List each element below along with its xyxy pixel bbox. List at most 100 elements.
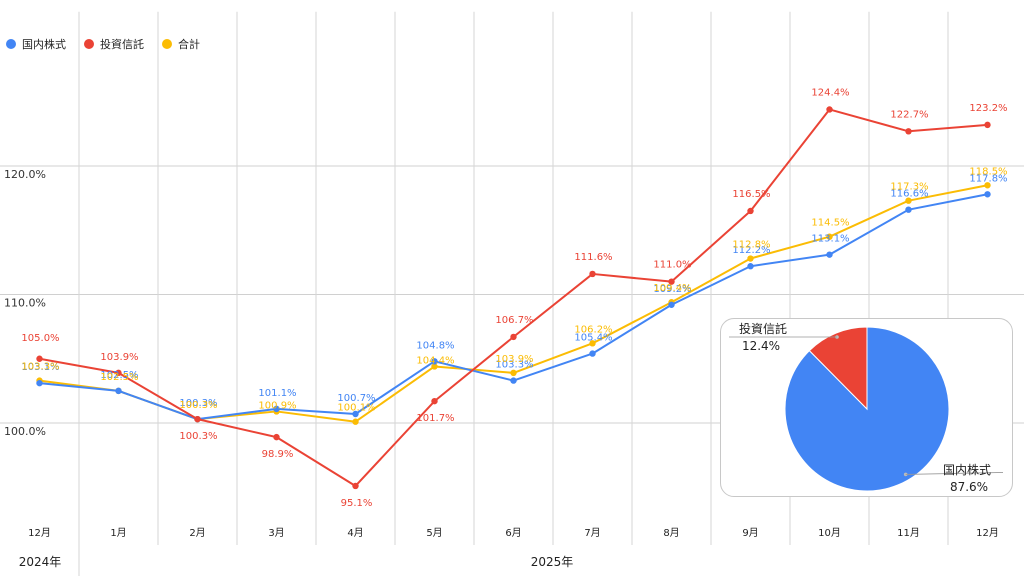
x-tick-label: 1月 — [110, 527, 126, 539]
data-point — [115, 369, 122, 377]
data-point — [826, 251, 833, 258]
data-label: 100.3% — [179, 431, 217, 442]
data-point — [431, 358, 438, 365]
y-tick-label: 100.0% — [4, 425, 46, 438]
data-label: 112.2% — [732, 245, 770, 256]
y-tick-label: 110.0% — [4, 297, 46, 310]
data-point — [589, 350, 596, 357]
pie-leader-line — [905, 472, 1004, 475]
data-label: 101.7% — [416, 413, 454, 424]
data-label: 116.5% — [732, 189, 770, 200]
data-point — [984, 182, 991, 189]
pie-label-name-domestic-stocks: 国内株式 — [943, 462, 991, 477]
x-tick-label: 3月 — [268, 527, 284, 539]
pie-label-value-domestic-stocks: 87.6% — [950, 480, 988, 494]
data-point — [984, 121, 991, 129]
data-point — [984, 191, 991, 198]
data-point — [510, 369, 517, 377]
data-label: 116.6% — [890, 189, 928, 200]
legend-label-mutual-funds: 投資信託 — [100, 38, 144, 51]
data-point — [431, 397, 438, 405]
data-point — [668, 301, 675, 308]
data-point — [905, 197, 912, 204]
x-tick-label: 9月 — [742, 527, 758, 539]
x-tick-label: 8月 — [663, 527, 679, 539]
data-point — [431, 363, 438, 370]
x-tick-label: 12月 — [28, 527, 51, 539]
data-label: 103.1% — [21, 362, 59, 373]
data-label: 112.8% — [732, 240, 770, 251]
x-tick-label: 2月 — [189, 527, 205, 539]
data-point — [826, 233, 833, 240]
data-label: 102.5% — [100, 370, 138, 381]
data-label: 103.3% — [495, 360, 533, 371]
data-label: 100.7% — [337, 393, 375, 404]
data-label: 104.4% — [416, 355, 454, 366]
data-point — [589, 270, 596, 278]
x-tick-label: 11月 — [897, 527, 920, 539]
data-point — [36, 355, 43, 362]
data-label: 113.1% — [811, 234, 849, 245]
data-point — [747, 255, 754, 262]
data-point — [747, 207, 754, 215]
data-label: 118.5% — [969, 166, 1007, 177]
data-label: 101.1% — [258, 388, 296, 399]
data-point — [668, 278, 675, 285]
data-label: 103.9% — [495, 354, 533, 365]
data-label: 105.4% — [574, 333, 612, 344]
data-point — [905, 128, 912, 135]
legend-label-domestic-stocks: 国内株式 — [22, 38, 66, 51]
data-label: 109.2% — [653, 284, 691, 295]
data-point — [352, 410, 359, 418]
data-label: 103.9% — [100, 352, 138, 363]
pie-chart-panel: 国内株式 87.6% 投資信託 12.4% — [720, 318, 1013, 497]
data-label: 117.8% — [969, 173, 1007, 184]
data-label: 104.8% — [416, 340, 454, 351]
legend-marker-total — [162, 39, 172, 49]
data-label: 102.5% — [100, 372, 138, 383]
data-point — [905, 206, 912, 213]
data-point — [510, 377, 517, 384]
data-point — [826, 106, 833, 113]
legend-item-mutual-funds: 投資信託 — [84, 36, 144, 52]
data-label: 95.1% — [341, 498, 373, 509]
legend-item-domestic-stocks: 国内株式 — [6, 36, 66, 52]
data-point — [589, 340, 596, 347]
data-label: 114.5% — [811, 218, 849, 229]
legend-label-total: 合計 — [178, 38, 200, 51]
data-label: 109.4% — [653, 283, 691, 294]
data-label: 100.9% — [258, 400, 296, 411]
pie-label-value-mutual-funds: 12.4% — [742, 339, 780, 353]
data-point — [352, 482, 359, 490]
data-point — [194, 415, 201, 423]
pie-slice-mutual-funds — [808, 326, 868, 411]
year-label: 2025年 — [531, 555, 574, 569]
data-label: 117.3% — [890, 182, 928, 193]
data-label: 100.3% — [179, 398, 217, 409]
legend-marker-domestic-stocks — [6, 39, 16, 49]
chart-legend: 国内株式 投資信託 合計 — [6, 36, 200, 52]
data-point — [36, 379, 43, 387]
data-label: 106.7% — [495, 315, 533, 326]
pie-chart-svg: 国内株式 87.6% 投資信託 12.4% — [729, 321, 1004, 494]
data-label: 100.1% — [337, 403, 375, 414]
data-point — [115, 387, 122, 395]
x-tick-label: 5月 — [426, 527, 442, 539]
pie-label-name-mutual-funds: 投資信託 — [739, 321, 787, 336]
data-point — [352, 418, 359, 425]
data-point — [510, 333, 517, 341]
pie-leader-dot — [903, 472, 908, 477]
data-label: 123.2% — [969, 103, 1007, 114]
data-point — [273, 433, 280, 441]
x-tick-label: 4月 — [347, 527, 363, 539]
year-label: 2024年 — [19, 555, 62, 569]
legend-marker-mutual-funds — [84, 39, 94, 49]
data-label: 105.0% — [21, 333, 59, 344]
data-label: 103.3% — [21, 362, 59, 373]
data-label: 100.3% — [179, 400, 217, 411]
data-label: 106.2% — [574, 324, 612, 335]
x-tick-label: 6月 — [505, 527, 521, 539]
data-point — [747, 263, 754, 270]
data-label: 111.0% — [653, 260, 691, 271]
